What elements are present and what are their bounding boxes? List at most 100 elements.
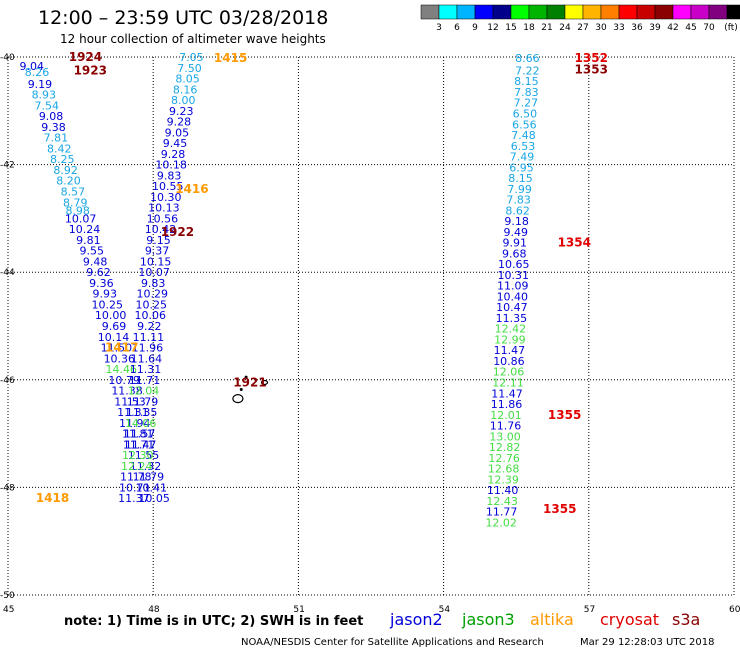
wave-height-point: 11.11 xyxy=(133,331,165,344)
coastline-island xyxy=(244,375,248,379)
wave-height-point: 8.98 xyxy=(65,204,90,217)
wave-height-point: 12.43 xyxy=(486,495,518,508)
pass-time-label: 1355 xyxy=(543,502,576,516)
wave-height-point: 8.66 xyxy=(515,52,540,65)
wave-height-point: 11.31 xyxy=(117,406,149,419)
wave-height-point: 11.50 xyxy=(101,342,133,355)
wave-height-point: 10.40 xyxy=(497,290,529,303)
wave-height-point: 7.54 xyxy=(34,99,59,112)
colorbar-label: 36 xyxy=(631,23,643,33)
wave-height-point: 11.47 xyxy=(494,344,526,357)
colorbar-swatch xyxy=(528,4,548,20)
wave-height-point: 9.81 xyxy=(76,234,101,247)
wave-height-point: 8.00 xyxy=(171,94,196,107)
colorbar-swatch xyxy=(474,4,494,20)
wave-height-point: 11.55 xyxy=(128,449,160,462)
colorbar-label: 45 xyxy=(685,23,696,33)
y-tick-label: -40 xyxy=(0,53,15,63)
wave-height-point: 10.31 xyxy=(498,269,530,282)
wave-height-point: 11.94 xyxy=(119,417,151,430)
wave-height-point: 7.49 xyxy=(510,151,535,164)
footer: note: 1) Time is in UTC; 2) SWH is in fe… xyxy=(64,610,715,648)
wave-height-point: 10.00 xyxy=(95,309,127,322)
colorbar-swatch xyxy=(492,4,512,20)
wave-height-point: 10.79 xyxy=(108,374,140,387)
wave-height-point: 9.37 xyxy=(145,245,170,258)
wave-height-point: 8.25 xyxy=(50,153,75,166)
wave-height-point: 11.64 xyxy=(131,352,163,365)
pass-time-label: 1354 xyxy=(558,236,591,250)
wave-height-point: 9.62 xyxy=(86,266,111,279)
wave-height-point: 12.02 xyxy=(485,516,517,529)
wave-height-point: 10.07 xyxy=(65,212,97,225)
y-tick-label: -50 xyxy=(0,591,15,601)
wave-height-point: 12.68 xyxy=(488,463,520,476)
colorbar: 3 6 9 12 15 18 21 24 27 30 33 36 39 42 45 70 (ft) xyxy=(420,4,740,33)
legend-item-s3a: s3a xyxy=(672,610,700,629)
wave-height-point: 7.48 xyxy=(511,129,536,142)
wave-height-point: 9.28 xyxy=(161,148,186,161)
wave-height-point: 11.53 xyxy=(114,395,146,408)
wave-height-point: 8.26 xyxy=(25,66,50,79)
wave-height-point: 10.25 xyxy=(136,298,168,311)
wave-height-point: 10.29 xyxy=(136,288,168,301)
wave-height-point: 6.56 xyxy=(512,118,537,131)
wave-height-point: 11.78 xyxy=(120,471,152,484)
wave-height-point: 10.71 xyxy=(119,481,151,494)
wave-height-point: 14.46 xyxy=(106,363,138,376)
colorbar-swatch xyxy=(654,4,674,20)
chart-subtitle: 12 hour collection of altimeter wave hei… xyxy=(60,32,326,46)
wave-height-point: 9.45 xyxy=(163,137,188,150)
footer-note: note: 1) Time is in UTC; 2) SWH is in fe… xyxy=(64,614,363,629)
wave-height-point: 7.83 xyxy=(506,194,531,207)
chart-title: 12:00 – 23:59 UTC 03/28/2018 xyxy=(38,7,328,29)
wave-height-point: 11.77 xyxy=(486,506,518,519)
legend-item-jason3: jason3 xyxy=(461,610,515,629)
wave-height-point: 10.18 xyxy=(155,159,187,172)
wave-height-point: 10.24 xyxy=(69,223,101,236)
coastline-island xyxy=(239,387,243,391)
wave-height-point: 10.56 xyxy=(147,212,179,225)
colorbar-swatch xyxy=(690,4,710,20)
wave-height-point: 11.38 xyxy=(111,385,143,398)
legend: jason2 jason3 altika cryosat s3a xyxy=(389,610,700,629)
wave-height-point: 9.18 xyxy=(504,215,529,228)
pass-time-label: 1415 xyxy=(214,51,247,65)
pass-time-label: 1921 xyxy=(233,375,266,389)
y-tick-label: -46 xyxy=(0,376,15,386)
wave-height-point: 8.79 xyxy=(63,196,88,209)
wave-height-point: 12.11 xyxy=(492,376,524,389)
legend-item-jason2: jason2 xyxy=(389,610,443,629)
pass-time-label: 1923 xyxy=(74,63,107,77)
wave-height-point: 10.05 xyxy=(138,492,170,505)
wave-height-point: 9.36 xyxy=(89,277,114,290)
wave-height-point: 7.27 xyxy=(514,97,539,110)
colorbar-swatch xyxy=(420,4,440,20)
wave-height-point: 8.57 xyxy=(61,186,86,199)
wave-height-point: 12.42 xyxy=(495,323,527,336)
wave-height-point: 12.01 xyxy=(490,409,522,422)
x-tick-label: 51 xyxy=(293,605,304,615)
colorbar-swatch xyxy=(564,4,584,20)
pass-time-label: 1417 xyxy=(105,341,138,355)
wave-height-point: 10.41 xyxy=(136,481,168,494)
colorbar-label: 12 xyxy=(487,23,498,33)
wave-height-point: 6.53 xyxy=(511,140,536,153)
colorbar-label: 24 xyxy=(559,23,571,33)
wave-height-point: 9.19 xyxy=(28,78,53,91)
wave-height-point: 9.05 xyxy=(165,126,190,139)
wave-height-point: 11.35 xyxy=(126,406,158,419)
wave-height-point: 7.83 xyxy=(514,86,539,99)
y-tick-label: -48 xyxy=(0,483,15,493)
wave-height-point: 8.62 xyxy=(505,204,530,217)
wave-height-point: 11.81 xyxy=(122,428,154,441)
wave-height-point: 11.79 xyxy=(133,471,165,484)
wave-height-point: 10.07 xyxy=(138,266,170,279)
pass-time-label: 1416 xyxy=(175,182,208,196)
wave-height-point: 7.05 xyxy=(179,51,204,64)
wave-height-point: 12.24 xyxy=(121,460,153,473)
colorbar-swatch xyxy=(456,4,476,20)
wave-height-point: 8.16 xyxy=(173,83,198,96)
colorbar-label: 39 xyxy=(649,23,661,33)
